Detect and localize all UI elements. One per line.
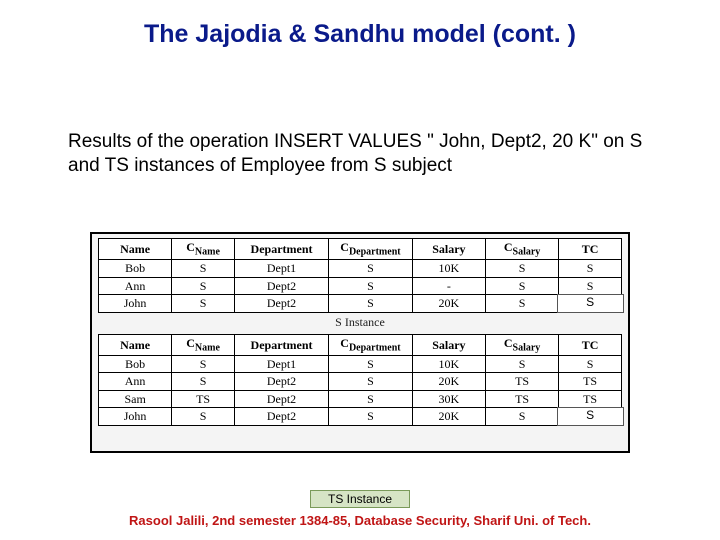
table-cell: S (329, 277, 413, 294)
col-header: CName (172, 239, 235, 260)
col-header: CDepartment (329, 239, 413, 260)
table-cell: Dept2 (234, 277, 328, 294)
table-row: BobSDept1S10KSS (99, 260, 622, 277)
footer: Rasool Jalili, 2nd semester 1384-85, Dat… (0, 513, 720, 528)
table-cell: S (172, 355, 235, 372)
table-cell: TS (485, 373, 558, 390)
table-cell: S (559, 277, 622, 294)
table-cell: S (172, 295, 235, 312)
table-cell: S (329, 295, 413, 312)
table-cell: Ann (99, 373, 172, 390)
table-cell: S (559, 355, 622, 372)
table-row: SamTSDept2S30KTSTS (99, 390, 622, 407)
tables-container: NameCNameDepartmentCDepartmentSalaryCSal… (90, 232, 630, 453)
table-row: JohnSDept2S20KSS (99, 295, 622, 312)
table-cell: 20K (412, 295, 485, 312)
ts-instance-label: TS Instance (310, 490, 410, 508)
table-cell: S (172, 373, 235, 390)
col-header: CSalary (485, 239, 558, 260)
table-cell: TS (559, 373, 622, 390)
body-text-content: Results of the operation INSERT VALUES "… (68, 131, 642, 176)
table-cell: S (172, 408, 235, 425)
table-cell: Dept2 (234, 295, 328, 312)
table-row: AnnSDept2S20KTSTS (99, 373, 622, 390)
footer-text: Rasool Jalili, 2nd semester 1384-85, Dat… (129, 513, 591, 528)
table-cell: TS (172, 390, 235, 407)
table-cell: S (329, 260, 413, 277)
table-cell: Dept2 (234, 373, 328, 390)
table-cell: S (485, 408, 558, 425)
table-cell: 20K (412, 408, 485, 425)
table-cell: 20K (412, 373, 485, 390)
col-header: Name (99, 239, 172, 260)
col-header: Salary (412, 239, 485, 260)
table-cell: S (485, 295, 558, 312)
table-cell: S (485, 277, 558, 294)
table-row: JohnSDept2S20KSS (99, 408, 622, 425)
table-cell: S (329, 355, 413, 372)
col-header: Salary (412, 334, 485, 355)
table-cell: Sam (99, 390, 172, 407)
table-cell: S (329, 408, 413, 425)
s-instance-table: NameCNameDepartmentCDepartmentSalaryCSal… (98, 238, 622, 313)
table-cell: 10K (412, 355, 485, 372)
patch-s-1-text: S (586, 295, 594, 309)
body-text: Results of the operation INSERT VALUES "… (68, 130, 660, 178)
table-row: BobSDept1S10KSS (99, 355, 622, 372)
patch-s-1: S (557, 294, 624, 313)
col-header: CSalary (485, 334, 558, 355)
table-cell: S (172, 260, 235, 277)
table-cell: S (559, 260, 622, 277)
col-header: TC (559, 334, 622, 355)
table-cell: Dept2 (234, 408, 328, 425)
table-cell: John (99, 295, 172, 312)
patch-s-2-text: S (586, 408, 594, 422)
table-cell: S (485, 260, 558, 277)
s-instance-caption: S Instance (98, 313, 622, 334)
table-cell: 10K (412, 260, 485, 277)
table-cell: Ann (99, 277, 172, 294)
col-header: Department (234, 239, 328, 260)
table-cell: S (172, 277, 235, 294)
ts-instance-label-text: TS Instance (328, 492, 392, 506)
col-header: CDepartment (329, 334, 413, 355)
table-cell: Dept1 (234, 260, 328, 277)
table-cell: TS (559, 390, 622, 407)
table-cell: S (485, 355, 558, 372)
title-text: The Jajodia & Sandhu model (cont. ) (144, 20, 576, 48)
slide: The Jajodia & Sandhu model (cont. ) Resu… (0, 0, 720, 540)
table-cell: S (329, 390, 413, 407)
table-cell: Bob (99, 355, 172, 372)
table-cell: Bob (99, 260, 172, 277)
ts-instance-table: NameCNameDepartmentCDepartmentSalaryCSal… (98, 334, 622, 426)
col-header: TC (559, 239, 622, 260)
table-cell: TS (485, 390, 558, 407)
table-cell: 30K (412, 390, 485, 407)
col-header: Department (234, 334, 328, 355)
slide-title: The Jajodia & Sandhu model (cont. ) (0, 20, 720, 49)
table-cell: - (412, 277, 485, 294)
table-row: AnnSDept2S-SS (99, 277, 622, 294)
col-header: CName (172, 334, 235, 355)
table-cell: John (99, 408, 172, 425)
patch-s-2: S (557, 407, 624, 426)
col-header: Name (99, 334, 172, 355)
table-cell: Dept1 (234, 355, 328, 372)
table-cell: S (329, 373, 413, 390)
table-cell: Dept2 (234, 390, 328, 407)
